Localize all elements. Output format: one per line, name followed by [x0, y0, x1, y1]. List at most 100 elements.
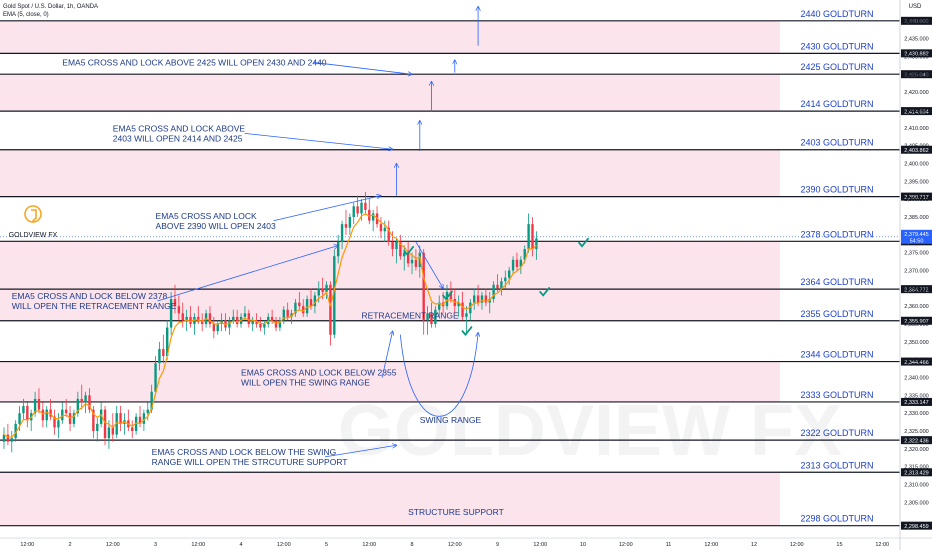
candle-body	[500, 281, 503, 289]
y-tick-label: 2,320.000	[904, 447, 928, 453]
level-price-tag	[901, 285, 932, 294]
candle-body	[333, 256, 336, 335]
candle-body	[134, 416, 138, 431]
candle-body	[286, 309, 289, 317]
level-label: 2333 GOLDTURN	[800, 390, 873, 400]
candle-body	[496, 284, 499, 289]
x-tick-label: 9	[496, 542, 499, 548]
x-tick-label: 12:00	[790, 542, 804, 548]
annotation-text: EMA5 CROSS AND LOCK	[156, 211, 257, 221]
currency-label[interactable]: USD	[908, 4, 922, 10]
candle-body	[294, 302, 297, 314]
level-price-tag-text: 2,333.147	[904, 400, 928, 406]
level-label: 2390 GOLDTURN	[800, 185, 873, 195]
level-price-tag	[901, 16, 932, 25]
candle-body	[259, 324, 262, 328]
price-axis-bg	[900, 0, 932, 550]
annotation-arrow	[313, 62, 412, 74]
level-label: 2298 GOLDTURN	[800, 514, 873, 524]
level-price-tag	[901, 49, 932, 58]
y-tick-label: 2,335.000	[904, 393, 928, 399]
annotation-text: RETRACEMENT RANGE	[362, 311, 459, 321]
candle-body	[57, 420, 60, 428]
candle-body	[232, 316, 235, 321]
y-tick-label: 2,395.000	[904, 179, 928, 185]
candle-body	[251, 320, 254, 324]
level-bands	[0, 20, 780, 526]
y-tick-label: 2,340.000	[904, 376, 928, 382]
logo: GOLDVIEW FX	[9, 205, 58, 239]
y-tick-label: 2,330.000	[904, 411, 928, 417]
candle-body	[235, 316, 239, 324]
last-price-countdown: 54:50	[910, 238, 924, 244]
candle-body	[154, 363, 157, 392]
y-tick-label: 2,440.000	[904, 19, 928, 25]
candle-body	[527, 224, 530, 250]
candle-body	[10, 438, 13, 442]
candle-body	[119, 413, 122, 424]
level-band	[0, 361, 780, 402]
candle-body	[473, 295, 476, 303]
candle-body	[438, 302, 441, 310]
symbol-title[interactable]: Gold Spot / U.S. Dollar, 1h, OANDA	[3, 4, 99, 10]
indicator-legend[interactable]: EMA (5, close, 0)	[3, 12, 49, 18]
candle-body	[507, 270, 511, 278]
candle-body	[6, 434, 10, 442]
x-tick-label: 3	[154, 542, 157, 548]
candle-body	[360, 202, 363, 214]
candle-body	[356, 206, 359, 214]
annotation-arrow	[157, 246, 338, 302]
annotation-text: ABOVE 2390 WILL OPEN 2403	[156, 221, 276, 231]
x-tick-label: 12:00	[277, 542, 291, 548]
x-tick-label: 12	[751, 542, 757, 548]
annotation-text: EMA5 CROSS AND LOCK ABOVE 2425 WILL OPEN…	[62, 57, 327, 67]
last-price-value: 2,379.445	[904, 232, 928, 238]
level-price-tag-text: 2,322.436	[904, 438, 928, 444]
level-price-tag-text: 2,403.862	[904, 148, 928, 154]
last-price-tag	[901, 229, 932, 244]
x-tick-label: 12:00	[20, 542, 34, 548]
candle-body	[84, 395, 87, 403]
candle-body	[267, 316, 270, 324]
check-icon	[403, 245, 415, 256]
annotation-text: WILL OPEN THE SWING RANGE	[241, 378, 370, 388]
y-tick-label: 2,405.000	[904, 144, 928, 150]
candle-body	[317, 288, 320, 296]
candle-body	[33, 398, 37, 414]
candle-body	[469, 302, 472, 314]
y-tick-label: 2,420.000	[904, 90, 928, 96]
candle-body	[387, 227, 390, 242]
x-tick-label: 12:00	[106, 542, 120, 548]
x-tick-label: 10	[580, 542, 586, 548]
candle-body	[142, 413, 146, 424]
y-tick-label: 2,305.000	[904, 500, 928, 506]
candle-body	[212, 324, 216, 332]
swing-curve	[399, 333, 478, 417]
level-label: 2430 GOLDTURN	[800, 41, 873, 51]
candle-body	[270, 316, 274, 321]
candle-body	[511, 259, 515, 271]
candle-body	[531, 224, 534, 250]
candle-body	[146, 409, 149, 414]
candle-body	[37, 398, 41, 410]
candle-body	[476, 295, 480, 303]
annotation-text: SWING RANGE	[420, 415, 482, 425]
level-price-tag	[901, 468, 932, 477]
candle-body	[208, 313, 212, 324]
level-band	[0, 241, 780, 321]
level-label: 2440 GOLDTURN	[800, 9, 873, 19]
candle-body	[247, 313, 251, 324]
y-tick-label: 2,365.000	[904, 286, 928, 292]
candle-body	[26, 406, 29, 421]
level-price-tag-text: 2,440.000	[904, 19, 928, 25]
y-tick-label: 2,360.000	[904, 304, 928, 310]
candle-body	[166, 327, 169, 357]
candle-body	[457, 302, 460, 307]
check-icon	[461, 326, 473, 337]
candle-body	[92, 409, 95, 431]
candle-body	[177, 306, 181, 314]
candle-body	[61, 409, 64, 421]
level-label: 2344 GOLDTURN	[800, 350, 873, 360]
